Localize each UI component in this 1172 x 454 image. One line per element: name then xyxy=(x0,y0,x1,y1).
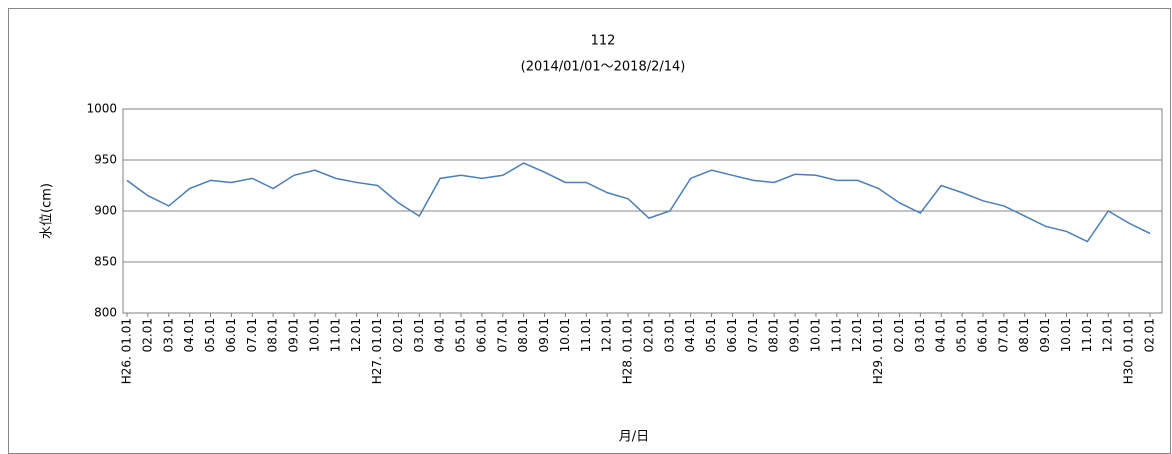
x-tick-label: 06.01 xyxy=(474,318,488,352)
x-tick-label: 10.01 xyxy=(307,318,321,352)
y-tick-label: 1000 xyxy=(86,102,117,116)
x-tick-label: 12.01 xyxy=(1101,318,1115,352)
x-tick-label: 09.01 xyxy=(1038,318,1052,352)
x-tick-label: 10.01 xyxy=(558,318,572,352)
y-axis-label: 水位(cm) xyxy=(40,183,55,239)
x-tick-label: 03.01 xyxy=(662,318,676,352)
x-tick-label: 12.01 xyxy=(600,318,614,352)
x-tick-label: 09.01 xyxy=(287,318,301,352)
x-tick-label: 07.01 xyxy=(746,318,760,352)
x-tick-label: 11.01 xyxy=(328,318,342,352)
x-tick-label: 03.01 xyxy=(412,318,426,352)
x-tick-label: 12.01 xyxy=(850,318,864,352)
x-tick-label: 04.01 xyxy=(683,318,697,352)
x-tick-label: H28. 01.01 xyxy=(621,318,635,384)
x-tick-label: 04.01 xyxy=(934,318,948,352)
x-tick-label: 05.01 xyxy=(704,318,718,352)
y-tick-label: 950 xyxy=(94,153,117,167)
x-tick-label: 08.01 xyxy=(516,318,530,352)
chart-subtitle: (2014/01/01～2018/2/14) xyxy=(521,60,686,75)
x-axis-label: 月/日 xyxy=(619,430,649,445)
x-tick-label: 10.01 xyxy=(808,318,822,352)
x-tick-label: 04.01 xyxy=(433,318,447,352)
x-tick-label: 03.01 xyxy=(913,318,927,352)
x-tick-label: 08.01 xyxy=(266,318,280,352)
chart-frame xyxy=(8,8,1171,454)
x-tick-label: 07.01 xyxy=(495,318,509,352)
x-tick-label: 05.01 xyxy=(454,318,468,352)
x-tick-label: 05.01 xyxy=(203,318,217,352)
x-tick-label: H27. 01.01 xyxy=(370,318,384,384)
x-tick-label: 07.01 xyxy=(245,318,259,352)
y-tick-label: 800 xyxy=(94,306,117,320)
x-tick-label: H30. 01.01 xyxy=(1122,318,1136,384)
x-tick-label: 11.01 xyxy=(1080,318,1094,352)
x-tick-label: 02.01 xyxy=(391,318,405,352)
y-tick-label: 850 xyxy=(94,255,117,269)
x-tick-label: 09.01 xyxy=(537,318,551,352)
data-line xyxy=(126,162,1151,243)
x-tick-label: 08.01 xyxy=(1017,318,1031,352)
x-tick-label: 07.01 xyxy=(996,318,1010,352)
x-tick-label: 04.01 xyxy=(182,318,196,352)
x-tick-label: 02.01 xyxy=(1143,318,1157,352)
x-tick-label: 06.01 xyxy=(725,318,739,352)
x-tick-label: 06.01 xyxy=(224,318,238,352)
x-tick-label: H26. 01.01 xyxy=(120,318,134,384)
x-tick-label: 08.01 xyxy=(767,318,781,352)
plot-area xyxy=(122,108,1163,314)
x-tick-label: 10.01 xyxy=(1059,318,1073,352)
x-tick-label: 03.01 xyxy=(161,318,175,352)
x-tick-label: 02.01 xyxy=(140,318,154,352)
x-tick-label: H29. 01.01 xyxy=(871,318,885,384)
x-tick-label: 02.01 xyxy=(892,318,906,352)
y-tick-label: 900 xyxy=(94,204,117,218)
x-tick-label: 06.01 xyxy=(975,318,989,352)
x-tick-label: 09.01 xyxy=(788,318,802,352)
chart-title: 112 xyxy=(591,34,616,49)
x-tick-label: 11.01 xyxy=(579,318,593,352)
x-tick-label: 12.01 xyxy=(349,318,363,352)
x-tick-label: 02.01 xyxy=(641,318,655,352)
x-tick-label: 05.01 xyxy=(955,318,969,352)
x-tick-label: 11.01 xyxy=(829,318,843,352)
